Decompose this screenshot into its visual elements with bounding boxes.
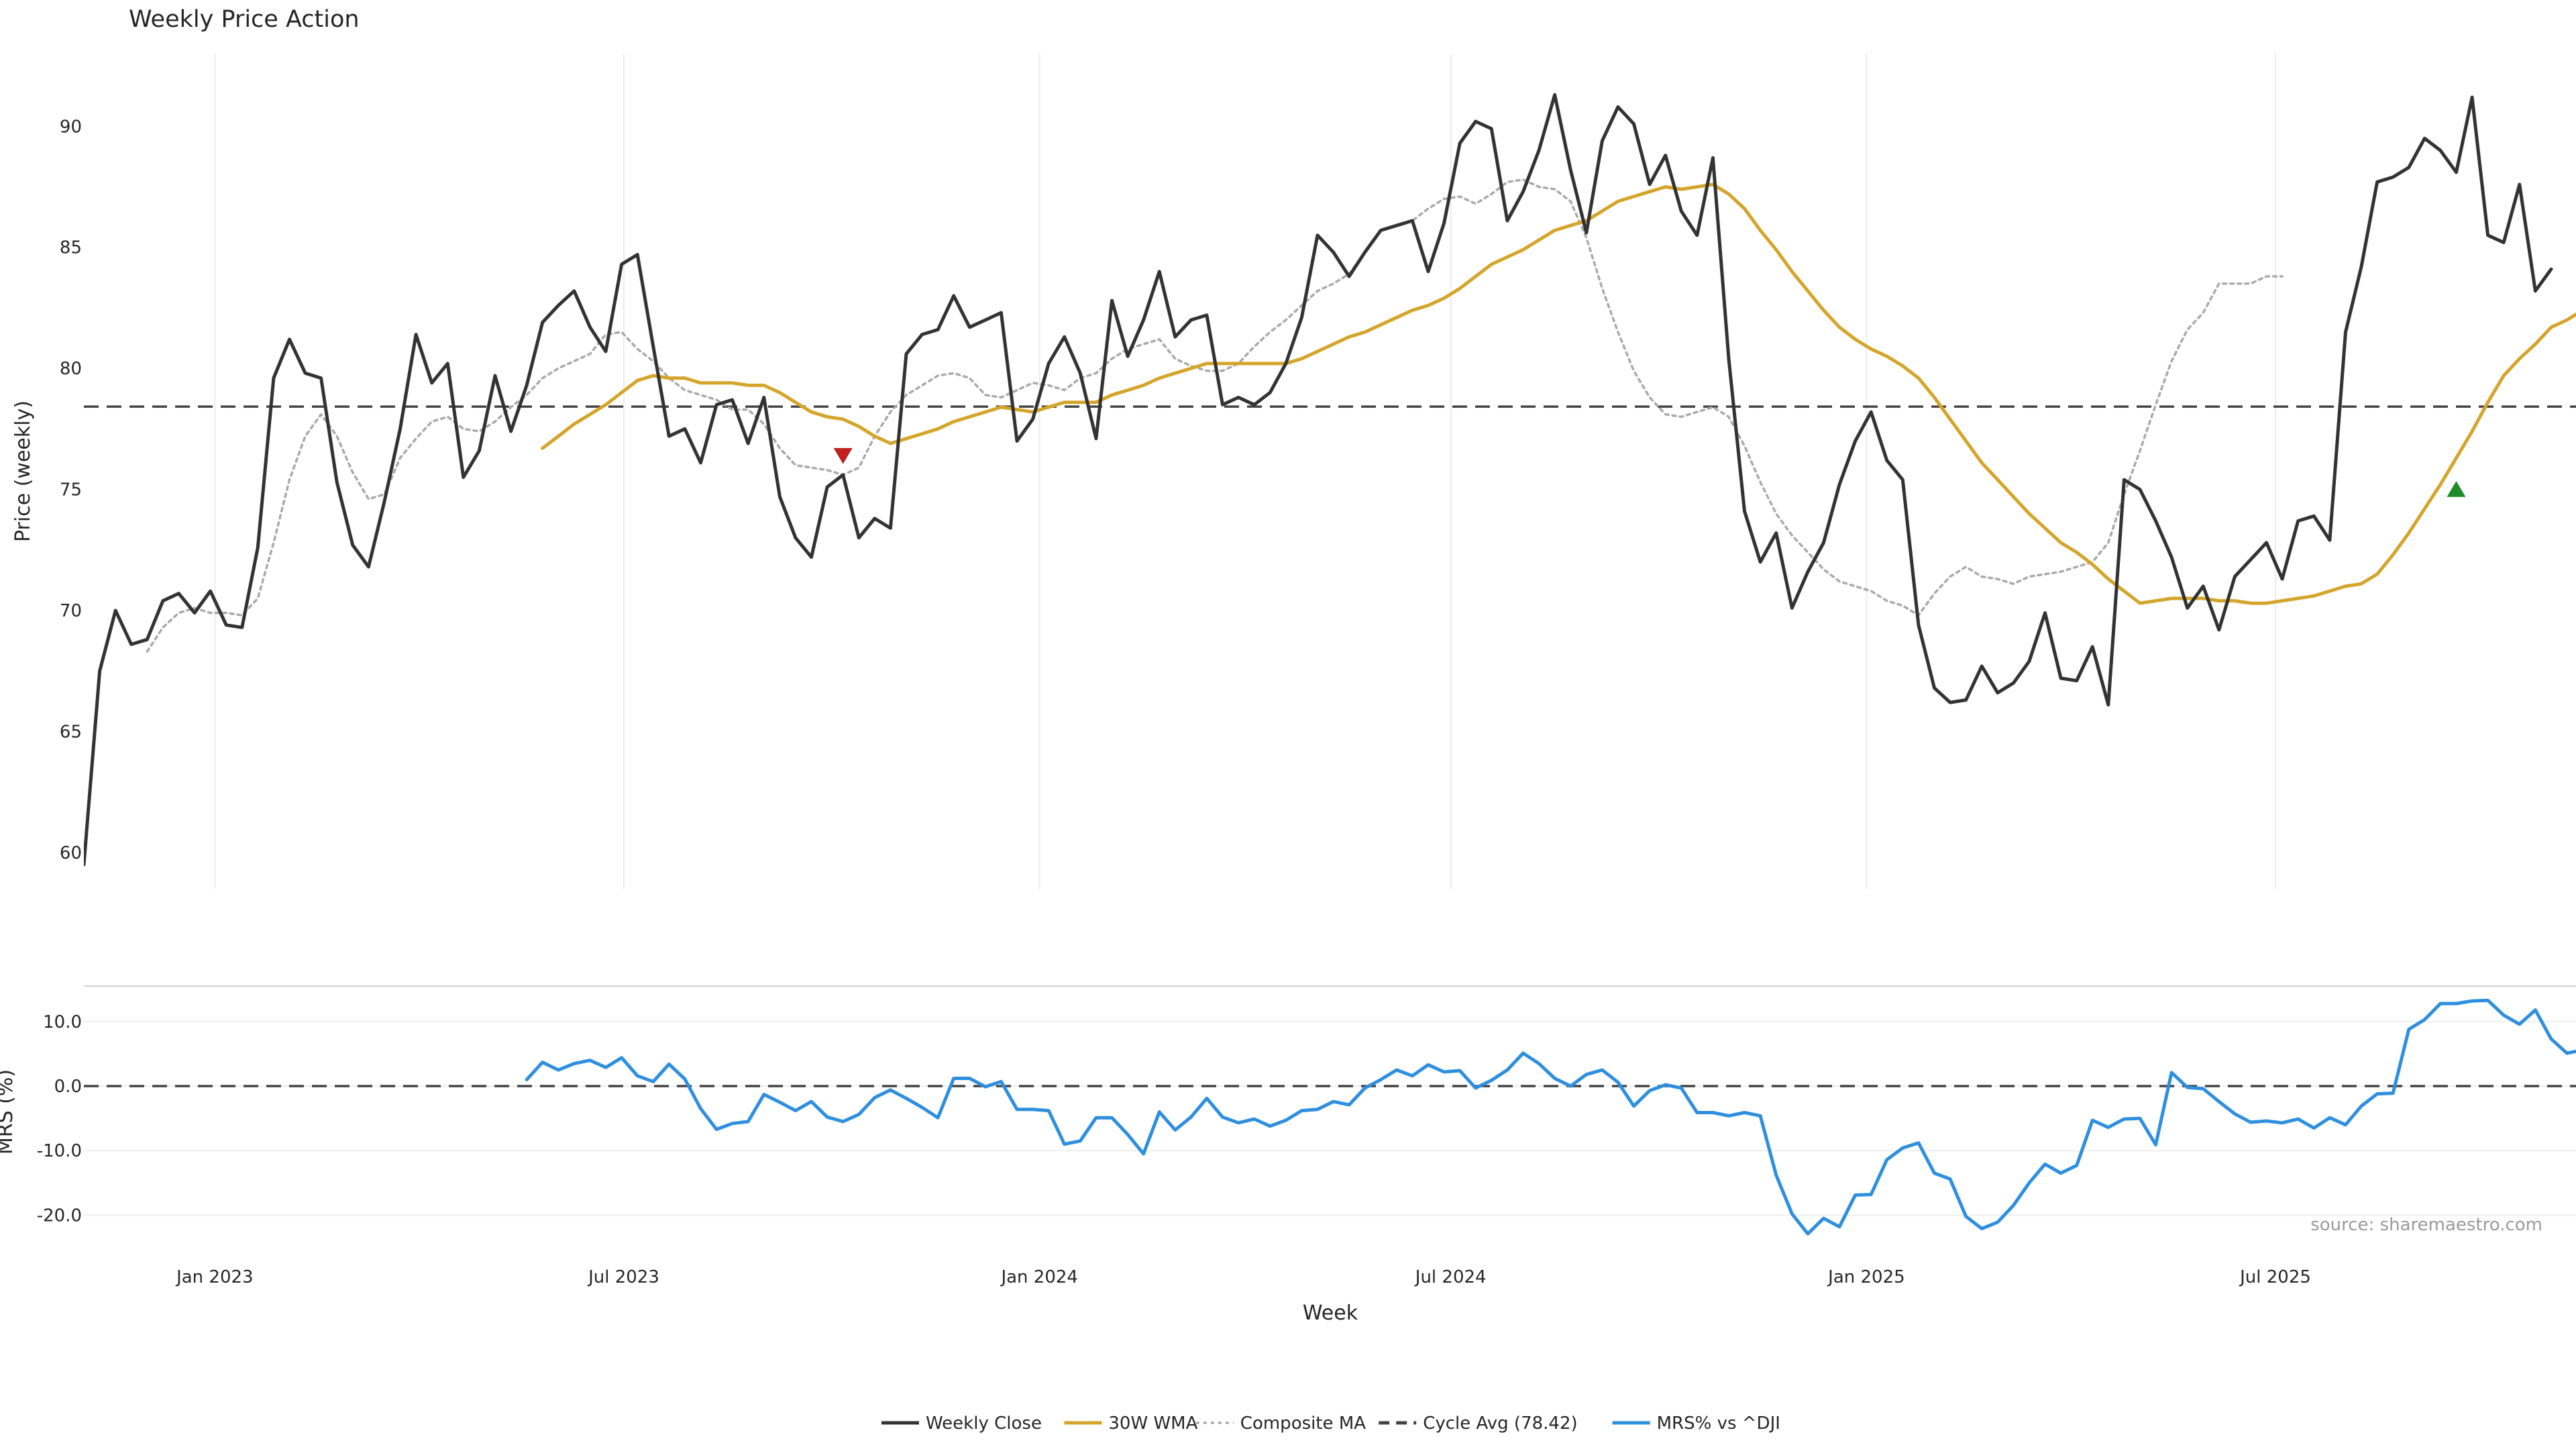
legend-item: Composite MA xyxy=(1195,1413,1366,1434)
x-tick-label: Jul 2025 xyxy=(2239,1267,2311,1287)
y-tick-label: 10.0 xyxy=(43,1012,82,1032)
x-tick-label: Jan 2024 xyxy=(1000,1267,1078,1287)
y-tick-label: 80 xyxy=(60,359,82,379)
sell-signal-marker xyxy=(833,447,853,464)
legend-item: 30W WMA xyxy=(1064,1413,1198,1434)
y-tick-label: 90 xyxy=(60,117,82,137)
legend-label: Weekly Close xyxy=(926,1413,1042,1434)
y-axis-label: MRS (%) xyxy=(0,1069,17,1155)
y-tick-label: 65 xyxy=(60,722,82,742)
y-tick-label: 70 xyxy=(60,601,82,621)
legend-label: Cycle Avg (78.42) xyxy=(1423,1413,1577,1434)
legend-label: 30W WMA xyxy=(1108,1413,1197,1434)
legend-label: Composite MA xyxy=(1240,1413,1366,1434)
series-line-30w-wma xyxy=(541,182,2576,605)
x-tick-label: Jan 2023 xyxy=(175,1267,254,1287)
series-line-weekly-close xyxy=(84,93,2553,867)
x-tick-label: Jul 2023 xyxy=(587,1267,659,1287)
chart-title: Weekly Price Action xyxy=(129,6,360,33)
buy-signal-marker xyxy=(2447,480,2466,497)
x-tick-label: Jul 2024 xyxy=(1414,1267,1487,1287)
mrs-panel: -20.0 -10.0 0.0 10.0 MRS (%) xyxy=(0,985,2576,1236)
y-tick-label: 75 xyxy=(60,480,82,500)
y-tick-label: -10.0 xyxy=(37,1141,82,1161)
x-tick-label: Jan 2025 xyxy=(1827,1267,1905,1287)
source-note: source: sharemaestro.com xyxy=(2310,1215,2542,1235)
legend: Weekly Close 30W WMA Composite MA Cycle Avg… xyxy=(881,1413,1780,1434)
series-line-mrs-vs-dji xyxy=(525,998,2576,1236)
y-tick-label: 60 xyxy=(60,843,82,863)
legend-item: Weekly Close xyxy=(881,1413,1042,1434)
y-tick-label: -20.0 xyxy=(37,1205,82,1226)
x-axis: Jan 2023 Jul 2023 Jan 2024 Jul 2024 Jan 2025… xyxy=(175,1267,2311,1287)
legend-item: MRS% vs ^DJI xyxy=(1612,1413,1780,1434)
x-axis-label: Week xyxy=(1303,1301,1358,1325)
legend-label: MRS% vs ^DJI xyxy=(1657,1413,1780,1434)
legend-item: Cycle Avg (78.42) xyxy=(1379,1413,1578,1434)
series-line-composite-ma xyxy=(146,178,2284,653)
y-tick-label: 85 xyxy=(60,238,82,258)
y-tick-label: 0.0 xyxy=(54,1077,82,1097)
y-axis-label: Price (weekly) xyxy=(11,400,35,542)
price-panel: 60 65 70 75 80 85 90 Price (weekly) xyxy=(11,54,2576,889)
